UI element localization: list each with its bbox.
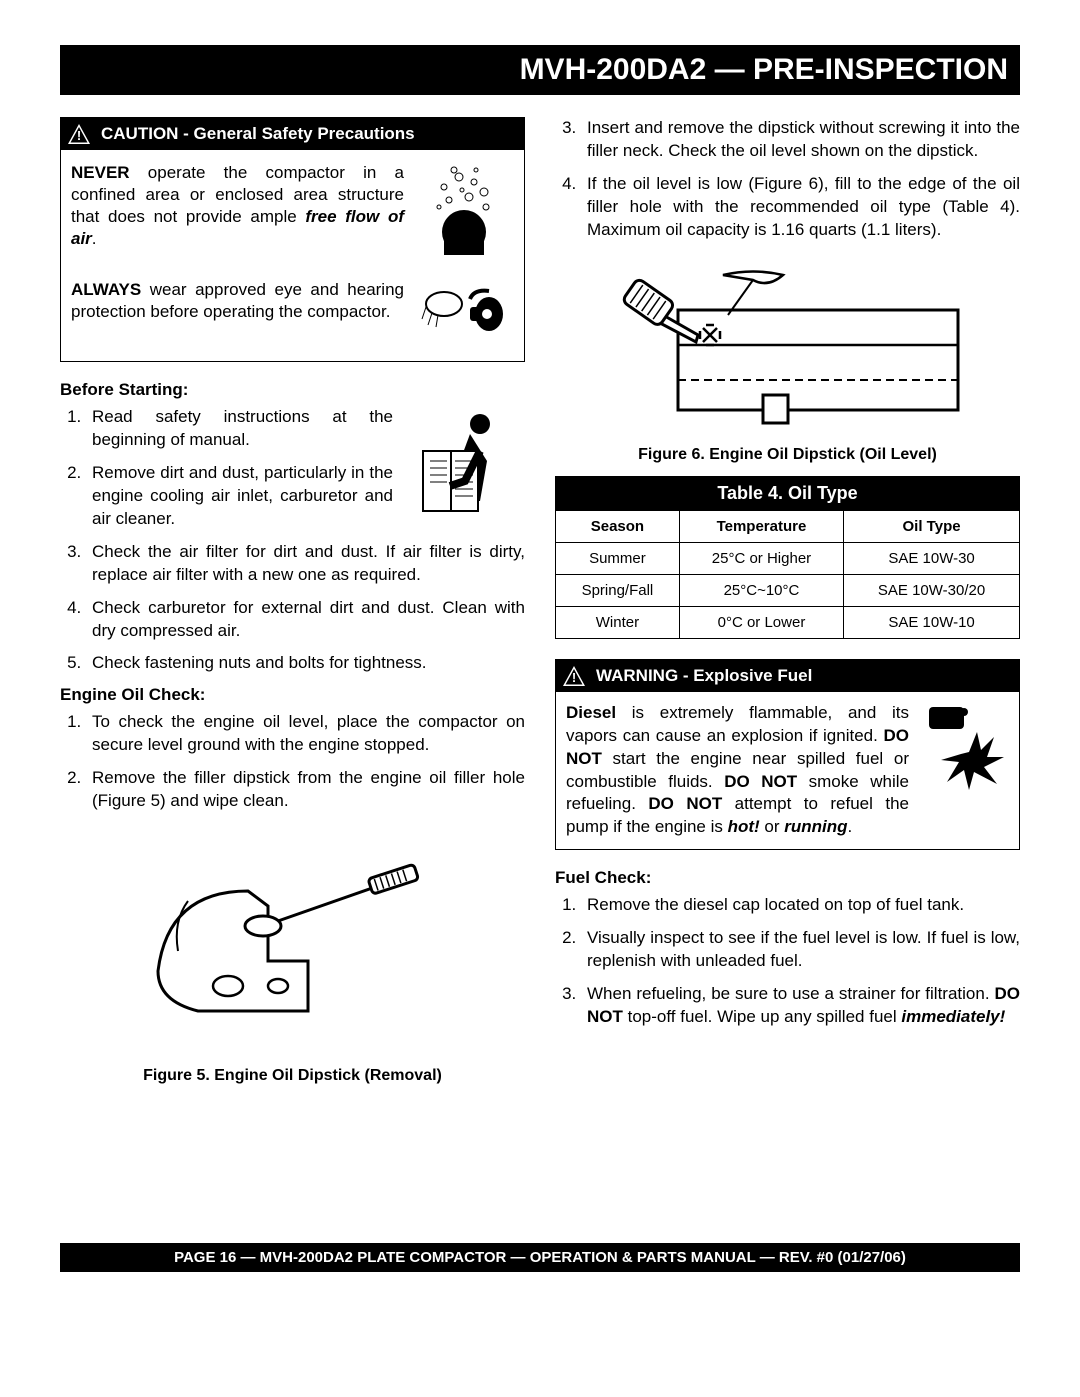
warning-triangle-icon: ! — [562, 665, 586, 687]
w-em1: hot! — [728, 817, 760, 836]
caution-never-text: NEVER operate the compactor in a confine… — [71, 162, 404, 250]
always-bold: ALWAYS — [71, 280, 141, 299]
table-header: Oil Type — [844, 510, 1020, 542]
oil-type-table: Table 4. Oil Type Season Temperature Oil… — [555, 476, 1020, 639]
list-item: Remove dirt and dust, particularly in th… — [86, 462, 393, 531]
page-title-bar: MVH-200DA2 — PRE-INSPECTION — [60, 45, 1020, 95]
fc3-em: immediately! — [901, 1007, 1005, 1026]
svg-text:!: ! — [77, 128, 81, 143]
fc3-pre: When refueling, be sure to use a straine… — [587, 984, 995, 1003]
fc3-mid: top-off fuel. Wipe up any spilled fuel — [623, 1007, 901, 1026]
cell: 0°C or Lower — [679, 606, 843, 638]
never-bold: NEVER — [71, 163, 130, 182]
never-end: . — [92, 229, 97, 248]
two-column-layout: ! CAUTION - General Safety Precautions N… — [60, 117, 1020, 1093]
list-item: Check the air filter for dirt and dust. … — [86, 541, 525, 587]
list-item: Visually inspect to see if the fuel leve… — [581, 927, 1020, 973]
engine-oil-check-list: To check the engine oil level, place the… — [60, 711, 525, 813]
list-item: Check carburetor for external dirt and d… — [86, 597, 525, 643]
table-row: Summer 25°C or Higher SAE 10W-30 — [556, 542, 1020, 574]
table-row: Spring/Fall 25°C~10°C SAE 10W-30/20 — [556, 574, 1020, 606]
table-header: Temperature — [679, 510, 843, 542]
cell: Winter — [556, 606, 680, 638]
before-starting-list-part2: Check the air filter for dirt and dust. … — [60, 541, 525, 676]
w-em2: running — [784, 817, 847, 836]
w-b4: DO NOT — [648, 794, 722, 813]
cell: SAE 10W-10 — [844, 606, 1020, 638]
caution-box: ! CAUTION - General Safety Precautions N… — [60, 117, 525, 362]
caution-header: ! CAUTION - General Safety Precautions — [61, 118, 524, 150]
list-item: If the oil level is low (Figure 6), fill… — [581, 173, 1020, 242]
list-item: Check fastening nuts and bolts for tight… — [86, 652, 525, 675]
caution-body: NEVER operate the compactor in a confine… — [61, 150, 524, 361]
svg-text:!: ! — [572, 670, 576, 685]
figure-6-caption: Figure 6. Engine Oil Dipstick (Oil Level… — [555, 446, 1020, 464]
figure-5: Figure 5. Engine Oil Dipstick (Removal) — [60, 831, 525, 1085]
right-continued-list: Insert and remove the dipstick without s… — [555, 117, 1020, 242]
dipstick-removal-diagram — [138, 831, 448, 1061]
cell: SAE 10W-30/20 — [844, 574, 1020, 606]
w-b1: Diesel — [566, 703, 616, 722]
w-t5: or — [760, 817, 785, 836]
w-t6: . — [848, 817, 853, 836]
list-item: To check the engine oil level, place the… — [86, 711, 525, 757]
manual-reader-icon — [405, 406, 525, 536]
cell: Spring/Fall — [556, 574, 680, 606]
warning-text: Diesel is extremely flammable, and its v… — [566, 702, 909, 840]
page-footer: PAGE 16 — MVH-200DA2 PLATE COMPACTOR — O… — [60, 1243, 1020, 1272]
figure-5-caption: Figure 5. Engine Oil Dipstick (Removal) — [60, 1067, 525, 1085]
list-item: When refueling, be sure to use a straine… — [581, 983, 1020, 1029]
list-item: Remove the filler dipstick from the engi… — [86, 767, 525, 813]
warning-box: ! WARNING - Explosive Fuel Diesel is ext… — [555, 659, 1020, 851]
left-column: ! CAUTION - General Safety Precautions N… — [60, 117, 525, 1093]
fuel-check-list: Remove the diesel cap located on top of … — [555, 894, 1020, 1029]
cell: 25°C or Higher — [679, 542, 843, 574]
engine-oil-check-heading: Engine Oil Check: — [60, 685, 525, 705]
ppe-icon — [414, 279, 514, 349]
warning-header: ! WARNING - Explosive Fuel — [556, 660, 1019, 692]
cell: SAE 10W-30 — [844, 542, 1020, 574]
before-starting-list-part1: Read safety instructions at the beginnin… — [60, 406, 393, 541]
before-starting-heading: Before Starting: — [60, 380, 525, 400]
table-header: Season — [556, 510, 680, 542]
list-item: Insert and remove the dipstick without s… — [581, 117, 1020, 163]
right-column: Insert and remove the dipstick without s… — [555, 117, 1020, 1093]
table-title: Table 4. Oil Type — [556, 476, 1020, 510]
fumes-icon — [414, 162, 514, 257]
cell: 25°C~10°C — [679, 574, 843, 606]
caution-always-text: ALWAYS wear approved eye and hearing pro… — [71, 279, 404, 323]
w-b3: DO NOT — [724, 772, 797, 791]
fuel-check-heading: Fuel Check: — [555, 868, 1020, 888]
figure-6: Figure 6. Engine Oil Dipstick (Oil Level… — [555, 260, 1020, 464]
warning-header-text: WARNING - Explosive Fuel — [596, 666, 812, 686]
cell: Summer — [556, 542, 680, 574]
list-item: Read safety instructions at the beginnin… — [86, 406, 393, 452]
warning-triangle-icon: ! — [67, 123, 91, 145]
list-item: Remove the diesel cap located on top of … — [581, 894, 1020, 917]
caution-header-text: CAUTION - General Safety Precautions — [101, 124, 415, 144]
table-row: Winter 0°C or Lower SAE 10W-10 — [556, 606, 1020, 638]
w-t1: is extremely flammable, and its vapors c… — [566, 703, 909, 745]
explosion-icon — [919, 702, 1009, 792]
dipstick-level-diagram — [608, 260, 968, 440]
